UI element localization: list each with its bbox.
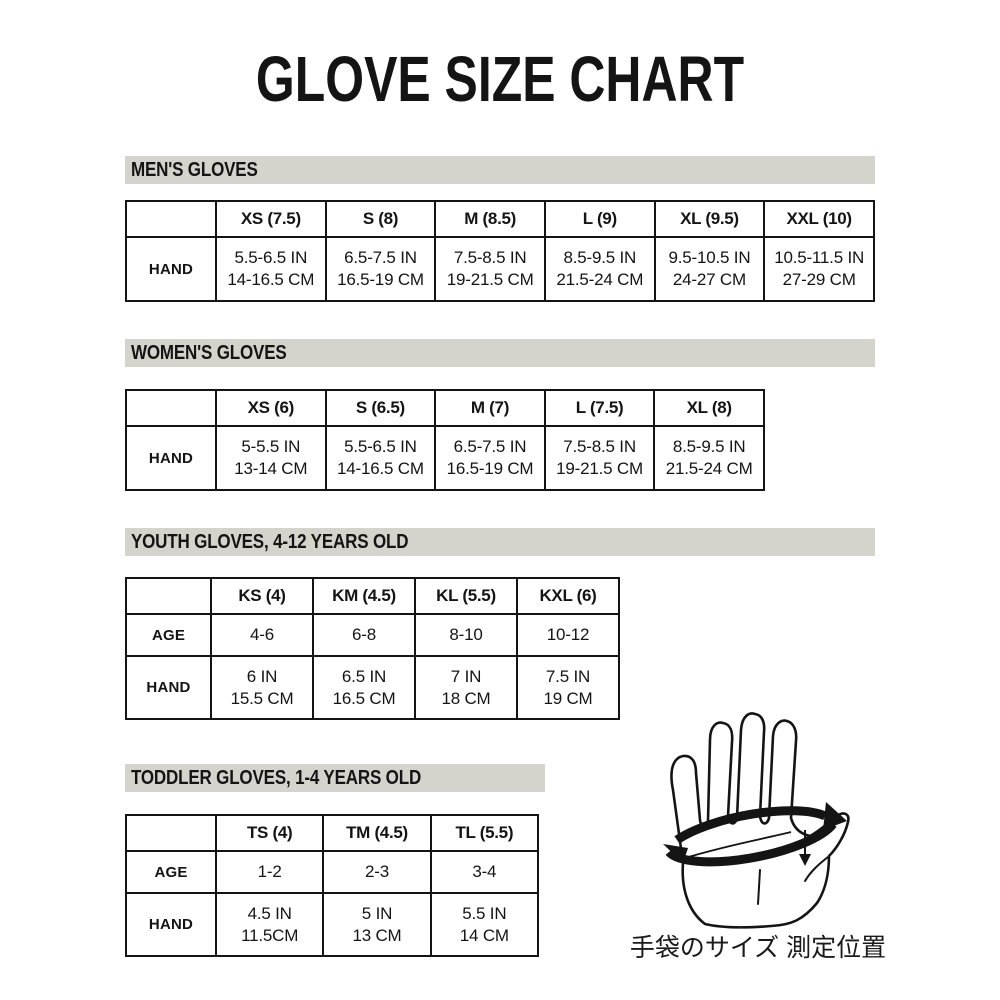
size-col-header: KS (4) — [210, 577, 314, 615]
thumb-crease-line — [804, 856, 829, 882]
age-cell: 1-2 — [214, 850, 325, 894]
size-col-header: XXL (10) — [763, 200, 875, 238]
section-header-womens: WOMEN'S GLOVES — [125, 339, 875, 367]
table-header-row: XS (7.5) S (8) M (8.5) L (9) XL (9.5) XX… — [125, 200, 875, 238]
size-cell: 6.5 IN 16.5 CM — [312, 655, 416, 720]
row-label-hand: HAND — [125, 425, 217, 491]
size-col-header: L (7.5) — [543, 389, 656, 427]
row-label-age: AGE — [125, 850, 217, 894]
table-header-row: TS (4) TM (4.5) TL (5.5) — [125, 814, 540, 852]
corner-cell — [125, 200, 217, 238]
table-row: HAND 5-5.5 IN 13-14 CM 5.5-6.5 IN 14-16.5 … — [125, 425, 765, 491]
size-cell: 7.5 IN 19 CM — [516, 655, 620, 720]
table-header-row: KS (4) KM (4.5) KL (5.5) KXL (6) — [125, 577, 620, 615]
corner-cell — [125, 577, 212, 615]
size-col-header: M (8.5) — [434, 200, 546, 238]
size-col-header: TS (4) — [214, 814, 325, 852]
size-col-header: KM (4.5) — [312, 577, 416, 615]
size-cell: 5.5-6.5 IN 14-16.5 CM — [324, 425, 437, 491]
size-cell: 9.5-10.5 IN 24-27 CM — [653, 236, 766, 302]
size-col-header: KXL (6) — [516, 577, 620, 615]
band-arrowhead-left — [663, 844, 688, 863]
size-cell: 6.5-7.5 IN 16.5-19 CM — [434, 425, 546, 491]
size-cell: 6 IN 15.5 CM — [210, 655, 314, 720]
age-cell: 6-8 — [312, 613, 416, 657]
section-header-toddler: TODDLER GLOVES, 1-4 YEARS OLD — [125, 764, 545, 792]
size-col-header: TL (5.5) — [429, 814, 540, 852]
table-header-row: XS (6) S (6.5) M (7) L (7.5) XL (8) — [125, 389, 765, 427]
size-col-header: XS (7.5) — [215, 200, 327, 238]
size-cell: 5-5.5 IN 13-14 CM — [215, 425, 327, 491]
size-col-header: KL (5.5) — [414, 577, 518, 615]
size-cell: 5.5 IN 14 CM — [429, 892, 540, 957]
corner-cell — [125, 389, 217, 427]
page-title: GLOVE SIZE CHART — [255, 43, 745, 115]
womens-size-table: XS (6) S (6.5) M (7) L (7.5) XL (8) HAND… — [125, 389, 765, 491]
size-col-header: XL (9.5) — [653, 200, 766, 238]
size-cell: 7.5-8.5 IN 19-21.5 CM — [543, 425, 656, 491]
mens-size-table: XS (7.5) S (8) M (8.5) L (9) XL (9.5) XX… — [125, 200, 875, 302]
band-back-line — [684, 831, 792, 859]
measure-band-back — [674, 806, 827, 844]
toddler-size-table: TS (4) TM (4.5) TL (5.5) AGE 1-2 2-3 3-4… — [125, 814, 540, 957]
size-col-header: XS (6) — [215, 389, 327, 427]
size-col-header: S (6.5) — [324, 389, 437, 427]
table-row: HAND 5.5-6.5 IN 14-16.5 CM 6.5-7.5 IN 16.5… — [125, 236, 875, 302]
size-cell: 6.5-7.5 IN 16.5-19 CM — [324, 236, 437, 302]
palm-down-arrow-head — [799, 854, 811, 866]
section-header-youth: YOUTH GLOVES, 4-12 YEARS OLD — [125, 528, 875, 556]
hand-measurement-illustration — [663, 712, 850, 929]
section-header-toddler-label: TODDLER GLOVES, 1-4 YEARS OLD — [130, 767, 422, 789]
palm-crease-line — [757, 869, 761, 905]
age-cell: 4-6 — [210, 613, 314, 657]
table-row: HAND 6 IN 15.5 CM 6.5 IN 16.5 CM 7 IN 18 CM… — [125, 655, 620, 720]
row-label-hand: HAND — [125, 655, 212, 720]
section-header-mens: MEN'S GLOVES — [125, 156, 875, 184]
size-cell: 8.5-9.5 IN 21.5-24 CM — [653, 425, 765, 491]
size-cell: 5 IN 13 CM — [322, 892, 432, 957]
size-cell: 8.5-9.5 IN 21.5-24 CM — [543, 236, 656, 302]
size-col-header: L (9) — [543, 200, 656, 238]
corner-cell — [125, 814, 217, 852]
section-header-mens-label: MEN'S GLOVES — [130, 159, 258, 181]
section-header-womens-label: WOMEN'S GLOVES — [130, 342, 287, 364]
size-cell: 7 IN 18 CM — [414, 655, 518, 720]
row-label-hand: HAND — [125, 892, 217, 957]
hand-outline — [670, 712, 850, 929]
age-cell: 8-10 — [414, 613, 518, 657]
table-row: HAND 4.5 IN 11.5CM 5 IN 13 CM 5.5 IN 14 CM — [125, 892, 540, 957]
section-header-youth-label: YOUTH GLOVES, 4-12 YEARS OLD — [130, 531, 409, 553]
band-arrowhead-right — [823, 802, 847, 830]
size-col-header: S (8) — [324, 200, 437, 238]
age-cell: 3-4 — [429, 850, 540, 894]
table-row: AGE 1-2 2-3 3-4 — [125, 850, 540, 894]
size-col-header: XL (8) — [653, 389, 765, 427]
size-cell: 5.5-6.5 IN 14-16.5 CM — [215, 236, 327, 302]
size-col-header: TM (4.5) — [322, 814, 432, 852]
youth-size-table: KS (4) KM (4.5) KL (5.5) KXL (6) AGE 4-6… — [125, 577, 620, 720]
table-row: AGE 4-6 6-8 8-10 10-12 — [125, 613, 620, 657]
row-label-age: AGE — [125, 613, 212, 657]
age-cell: 2-3 — [322, 850, 432, 894]
row-label-hand: HAND — [125, 236, 217, 302]
size-cell: 4.5 IN 11.5CM — [214, 892, 325, 957]
age-cell: 10-12 — [516, 613, 620, 657]
measurement-caption: 手袋のサイズ 測定位置 — [629, 934, 887, 962]
size-col-header: M (7) — [434, 389, 546, 427]
size-cell: 7.5-8.5 IN 19-21.5 CM — [434, 236, 546, 302]
size-cell: 10.5-11.5 IN 27-29 CM — [763, 236, 875, 302]
